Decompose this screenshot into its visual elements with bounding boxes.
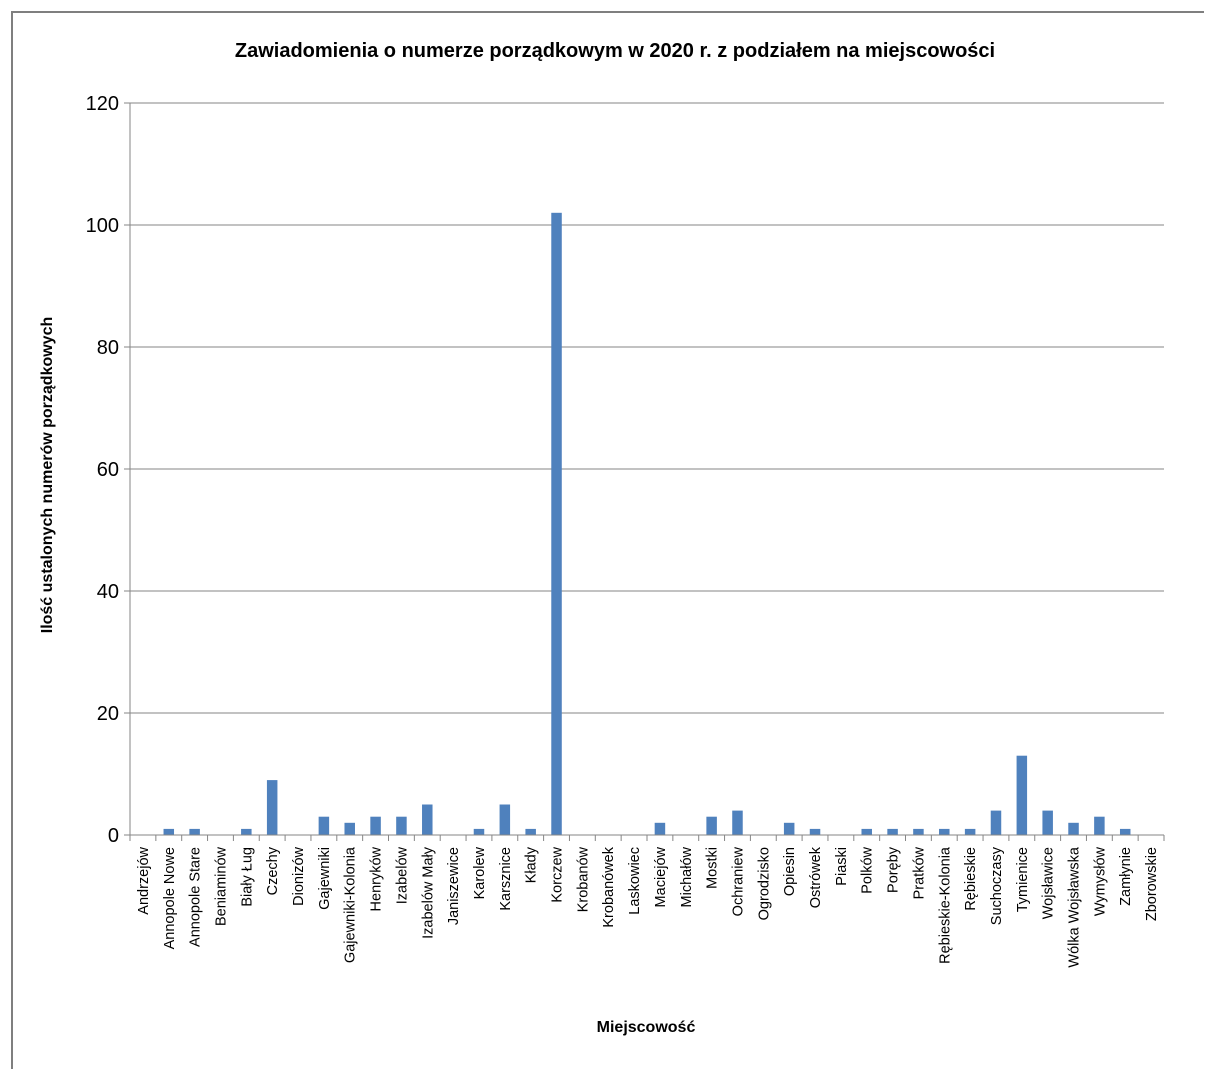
bar bbox=[913, 828, 924, 835]
bar bbox=[964, 828, 976, 835]
y-tick-label: 80 bbox=[97, 337, 119, 359]
bar bbox=[344, 822, 355, 835]
bar bbox=[473, 828, 485, 835]
x-tick-label: Gajewniki bbox=[317, 847, 333, 910]
bar bbox=[241, 828, 252, 835]
bar bbox=[1016, 755, 1028, 835]
bar bbox=[732, 810, 743, 835]
x-tick-label: Zborowskie bbox=[1144, 847, 1160, 921]
x-tick-label: Pratków bbox=[911, 846, 927, 899]
x-tick-label: Henryków bbox=[369, 846, 385, 911]
x-tick-label: Suchoczasy bbox=[989, 846, 1005, 925]
x-tick-label: Krobanówek bbox=[601, 846, 617, 927]
x-tick-label: Laskowiec bbox=[627, 847, 643, 915]
x-tick-label: Karolew bbox=[472, 846, 488, 899]
x-tick-label: Kłady bbox=[524, 846, 540, 883]
axes bbox=[124, 103, 1165, 841]
bar bbox=[499, 804, 511, 835]
bar bbox=[1119, 828, 1131, 835]
bar bbox=[551, 212, 562, 836]
bar bbox=[939, 828, 950, 835]
x-tick-label: Ochraniew bbox=[730, 846, 746, 916]
bar bbox=[1068, 822, 1079, 835]
x-tick-label: Wojsławice bbox=[1041, 847, 1057, 919]
x-tick-label: Annopole Nowe bbox=[162, 847, 178, 949]
x-tick-label: Izabelów bbox=[394, 846, 410, 904]
x-tick-label: Korczew bbox=[550, 846, 566, 902]
bar bbox=[396, 816, 407, 835]
bar bbox=[706, 816, 717, 835]
x-tick-label: Dionizów bbox=[291, 846, 307, 905]
x-tick-label: Piaski bbox=[834, 847, 850, 886]
x-tick-label: Czechy bbox=[265, 846, 281, 895]
y-tick-label: 40 bbox=[97, 581, 119, 603]
x-axis-title: Miejscowość bbox=[597, 1019, 696, 1036]
x-tick-label: Janiszewice bbox=[446, 847, 462, 925]
bar bbox=[809, 828, 821, 835]
bar bbox=[163, 828, 175, 835]
x-tick-label: Annopole Stare bbox=[188, 847, 204, 947]
x-tick-labels: Andrzejów Annopole Nowe Annopole Stare Beni… bbox=[136, 846, 1160, 968]
bar bbox=[887, 828, 898, 835]
x-tick-label: Ogrodzisko bbox=[756, 847, 772, 920]
y-tick-label: 100 bbox=[86, 215, 119, 237]
x-tick-label: Poręby bbox=[886, 846, 902, 893]
bar bbox=[861, 828, 872, 835]
x-tick-label: Opiesin bbox=[782, 847, 798, 896]
x-tick-label: Rębieskie-Kolonia bbox=[937, 846, 953, 964]
x-tick-label: Gajewniki-Kolonia bbox=[343, 846, 359, 963]
y-tick-labels: 0 20 40 60 80 100 120 bbox=[86, 93, 119, 847]
x-tick-label: Karsznice bbox=[498, 847, 514, 911]
x-tick-label: Beniaminów bbox=[213, 846, 229, 926]
x-tick-label: Mostki bbox=[705, 847, 721, 889]
bar bbox=[266, 780, 278, 835]
y-tick-label: 20 bbox=[97, 703, 119, 725]
chart-frame bbox=[11, 11, 1204, 1069]
x-tick-label: Tymienice bbox=[1015, 847, 1031, 912]
x-tick-label: Krobanów bbox=[575, 846, 591, 912]
bar bbox=[654, 822, 666, 835]
bars bbox=[163, 212, 1131, 836]
bar bbox=[318, 816, 330, 835]
bar bbox=[422, 804, 433, 835]
bar bbox=[783, 822, 795, 835]
x-tick-label: Ostrówek bbox=[808, 846, 824, 908]
x-tick-label: Andrzejów bbox=[136, 846, 152, 914]
x-tick-label: Wymysłów bbox=[1092, 846, 1108, 916]
x-tick-label: Biały Ług bbox=[239, 847, 255, 907]
x-tick-label: Michałów bbox=[679, 846, 695, 907]
x-tick-label: Wólka Wojsławska bbox=[1067, 846, 1083, 968]
x-tick-label: Rębieskie bbox=[963, 847, 979, 911]
bar bbox=[189, 828, 200, 835]
gridlines bbox=[124, 102, 1164, 714]
bar bbox=[1042, 810, 1053, 835]
chart-title: Zawiadomienia o numerze porządkowym w 20… bbox=[235, 40, 995, 62]
y-tick-label: 120 bbox=[86, 93, 119, 115]
x-tick-label: Maciejów bbox=[653, 846, 669, 907]
bar bbox=[1094, 816, 1105, 835]
bar bbox=[990, 810, 1002, 835]
x-tick-label: Polków bbox=[860, 846, 876, 893]
y-tick-label: 0 bbox=[108, 825, 119, 847]
bar bbox=[370, 816, 381, 835]
x-tick-label: Zamłynie bbox=[1118, 847, 1134, 906]
y-tick-label: 60 bbox=[97, 459, 119, 481]
bar bbox=[525, 828, 536, 835]
y-axis-title: Ilość ustalonych numerów porządkowych bbox=[39, 317, 56, 634]
x-tick-label: Izabelów Mały bbox=[420, 846, 436, 939]
